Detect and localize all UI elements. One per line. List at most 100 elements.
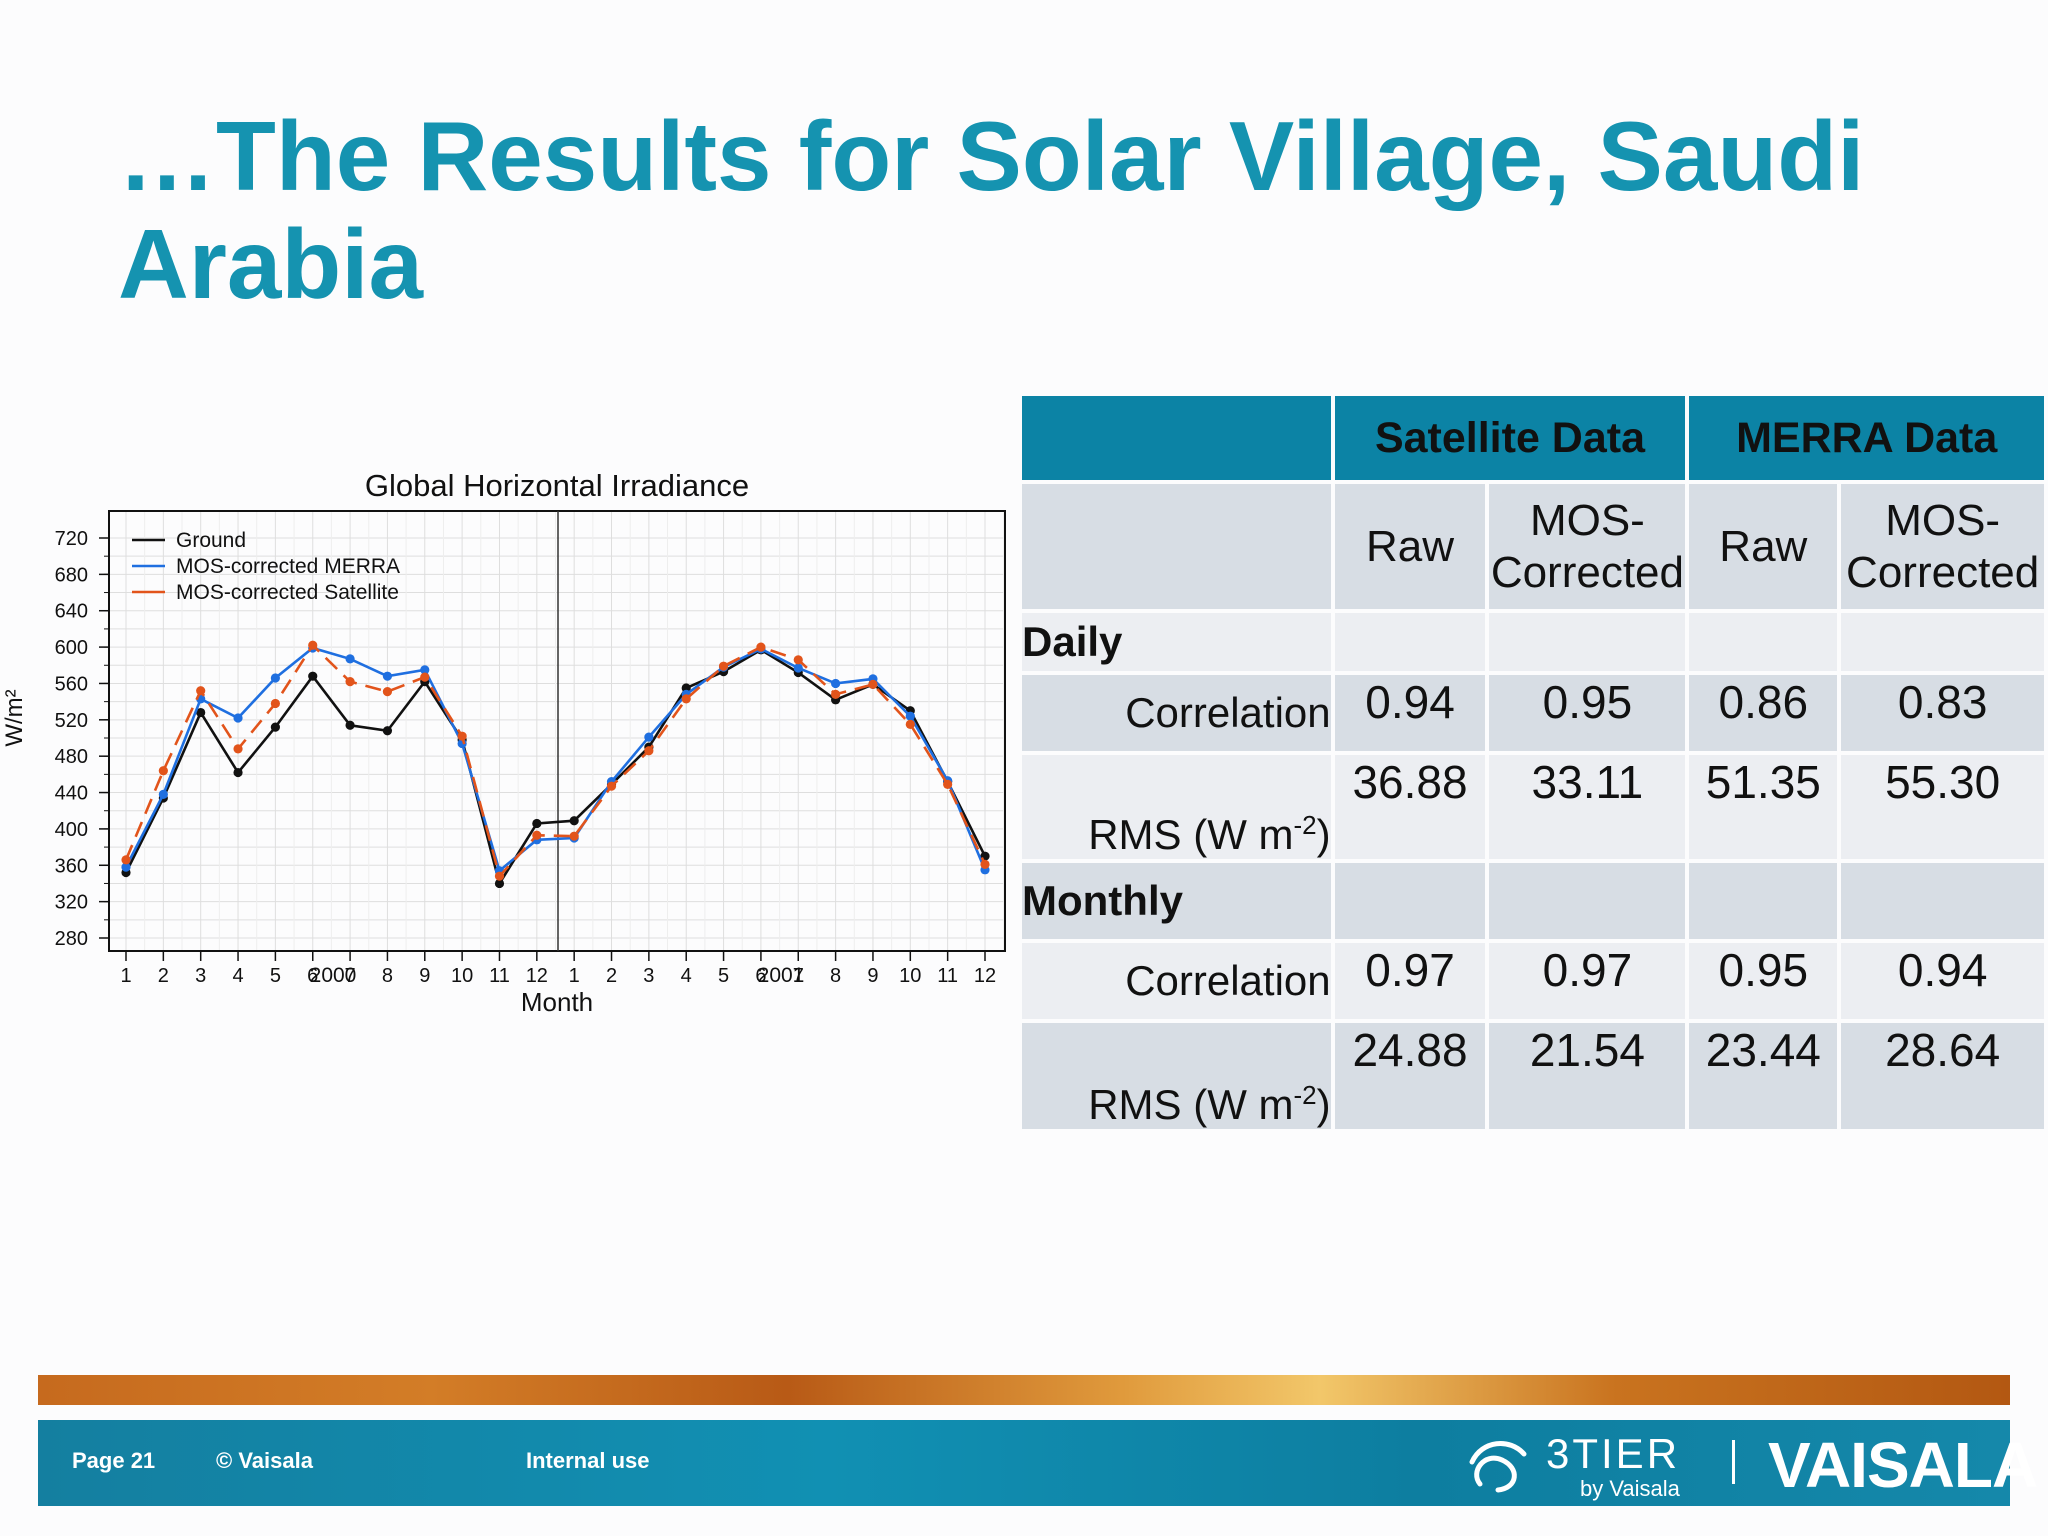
y-tick-label: 360 xyxy=(55,855,88,877)
y-tick-label: 520 xyxy=(55,710,88,732)
copyright: © Vaisala xyxy=(216,1448,313,1473)
table-subheader-row: Raw MOS- Corrected Raw MOS- Corrected xyxy=(1022,484,2044,609)
cell-daily-rms-merra-mos: 55.30 xyxy=(1841,755,2044,859)
x-tick-label: 12 xyxy=(526,965,548,987)
cell-daily-rms-sat-mos: 33.11 xyxy=(1489,755,1686,859)
3tier-logo-text: 3TIER xyxy=(1546,1430,1681,1477)
x-tick-label: 6 xyxy=(755,965,766,987)
section-label-monthly: Monthly xyxy=(1022,863,1331,939)
data-point xyxy=(233,744,243,754)
cell-daily-corr-sat-mos: 0.95 xyxy=(1489,675,1686,751)
x-tick-label: 7 xyxy=(793,965,804,987)
rms-label-end: ) xyxy=(1316,1081,1331,1128)
y-tick-label: 600 xyxy=(55,637,88,659)
data-point xyxy=(494,871,505,881)
row-label-monthly-rms: RMS (W m-2) xyxy=(1022,1023,1331,1129)
x-axis-ticks: 1 2 3 4 5 6 7 8 9 10 11 12 1 2 3 4 5 6 7 8 9 10 11 12 xyxy=(120,951,996,987)
data-point xyxy=(718,661,729,671)
legend-label: MOS-corrected MERRA xyxy=(176,555,400,578)
y-tick-label: 320 xyxy=(55,892,88,914)
rms-label-main: RMS (W m xyxy=(1088,1081,1294,1128)
x-tick-label: 10 xyxy=(899,965,921,987)
subheader-blank xyxy=(1022,484,1331,609)
table-row: Correlation 0.94 0.95 0.86 0.83 xyxy=(1022,675,2044,751)
x-tick-label: 4 xyxy=(232,965,243,987)
data-point xyxy=(382,687,393,697)
data-point xyxy=(793,663,803,673)
data-point xyxy=(345,654,355,664)
page-number: Page 21 xyxy=(72,1448,156,1473)
data-point xyxy=(233,713,243,723)
table-row: RMS (W m-2) 24.88 21.54 23.44 28.64 xyxy=(1022,1023,2044,1129)
chart-grid xyxy=(109,511,1005,951)
ghi-chart: Global Horizontal Irradiance 280 320 360 40… xyxy=(1,468,1006,1017)
y-tick-label: 680 xyxy=(55,564,88,586)
x-tick-label: 4 xyxy=(681,965,692,987)
rms-label-end: ) xyxy=(1316,811,1331,858)
cell-daily-corr-merra-raw: 0.86 xyxy=(1689,675,1838,751)
logo-divider xyxy=(1732,1440,1735,1484)
data-point xyxy=(270,722,280,732)
x-tick-label: 2 xyxy=(158,965,169,987)
cell-monthly-corr-sat-mos: 0.97 xyxy=(1489,943,1686,1019)
cell-daily-corr-sat-raw: 0.94 xyxy=(1334,675,1486,751)
series-line-1 xyxy=(124,646,987,873)
data-point xyxy=(196,707,206,718)
data-point xyxy=(457,731,467,741)
data-point xyxy=(756,642,766,652)
cell-monthly-rms-merra-mos: 28.64 xyxy=(1841,1023,2044,1129)
data-point xyxy=(644,746,654,756)
chart-title: Global Horizontal Irradiance xyxy=(365,468,749,503)
table-row: Correlation 0.97 0.97 0.95 0.94 xyxy=(1022,943,2044,1019)
subheader-merra-mos: MOS- Corrected xyxy=(1841,484,2044,609)
data-point xyxy=(681,694,691,704)
data-point xyxy=(868,679,878,689)
cell-monthly-corr-merra-mos: 0.94 xyxy=(1841,943,2044,1019)
subheader-merra-raw: Raw xyxy=(1689,484,1838,609)
data-point xyxy=(494,878,505,889)
section-row-daily: Daily xyxy=(1022,613,2044,671)
cell-daily-rms-sat-raw: 36.88 xyxy=(1334,755,1486,859)
year-label-1: 2000 xyxy=(310,964,357,987)
row-label-daily-correlation: Correlation xyxy=(1022,675,1331,751)
y-tick-label: 640 xyxy=(55,601,88,623)
data-point xyxy=(681,683,691,693)
y-tick-label: 560 xyxy=(55,673,88,695)
data-point xyxy=(308,671,318,681)
x-tick-label: 1 xyxy=(120,965,131,987)
rms-label-main: RMS (W m xyxy=(1088,811,1294,858)
series-line-2 xyxy=(124,643,987,879)
table-group-header-row: Satellite Data MERRA Data xyxy=(1022,396,2044,480)
cell-monthly-rms-sat-mos: 21.54 xyxy=(1489,1023,1686,1129)
data-point xyxy=(606,781,617,791)
x-tick-label: 1 xyxy=(569,965,580,987)
x-axis-title: Month xyxy=(521,987,593,1017)
slide-title: …The Results for Solar Village, Saudi Ar… xyxy=(118,101,1865,319)
cell-monthly-rms-merra-raw: 23.44 xyxy=(1689,1023,1838,1129)
x-tick-label: 10 xyxy=(451,965,473,987)
group-header-satellite: Satellite Data xyxy=(1334,396,1686,480)
subheader-sat-raw: Raw xyxy=(1334,484,1486,609)
data-point xyxy=(158,789,168,799)
stats-table: Satellite Data MERRA Data Raw MOS- Corre… xyxy=(1018,392,2048,1133)
data-point xyxy=(308,640,318,650)
3tier-logo-icon xyxy=(1469,1441,1527,1493)
table-corner-cell xyxy=(1022,396,1331,480)
data-point xyxy=(831,689,841,699)
x-tick-label: 3 xyxy=(643,965,654,987)
section-row-monthly: Monthly xyxy=(1022,863,2044,939)
x-tick-label: 2 xyxy=(606,965,617,987)
rms-label-sup: -2 xyxy=(1293,1080,1317,1110)
y-tick-label: 400 xyxy=(55,819,88,841)
data-point xyxy=(345,720,355,730)
x-tick-label: 12 xyxy=(974,965,996,987)
year-label-2: 2001 xyxy=(758,964,805,987)
x-tick-label: 6 xyxy=(307,965,318,987)
footer-decor-band xyxy=(38,1375,2010,1405)
subheader-sat-mos: MOS- Corrected xyxy=(1489,484,1686,609)
data-point xyxy=(121,862,131,872)
plot-frame xyxy=(108,510,1006,952)
data-point xyxy=(532,830,542,840)
data-point xyxy=(382,671,393,681)
y-tick-label: 280 xyxy=(55,928,88,950)
